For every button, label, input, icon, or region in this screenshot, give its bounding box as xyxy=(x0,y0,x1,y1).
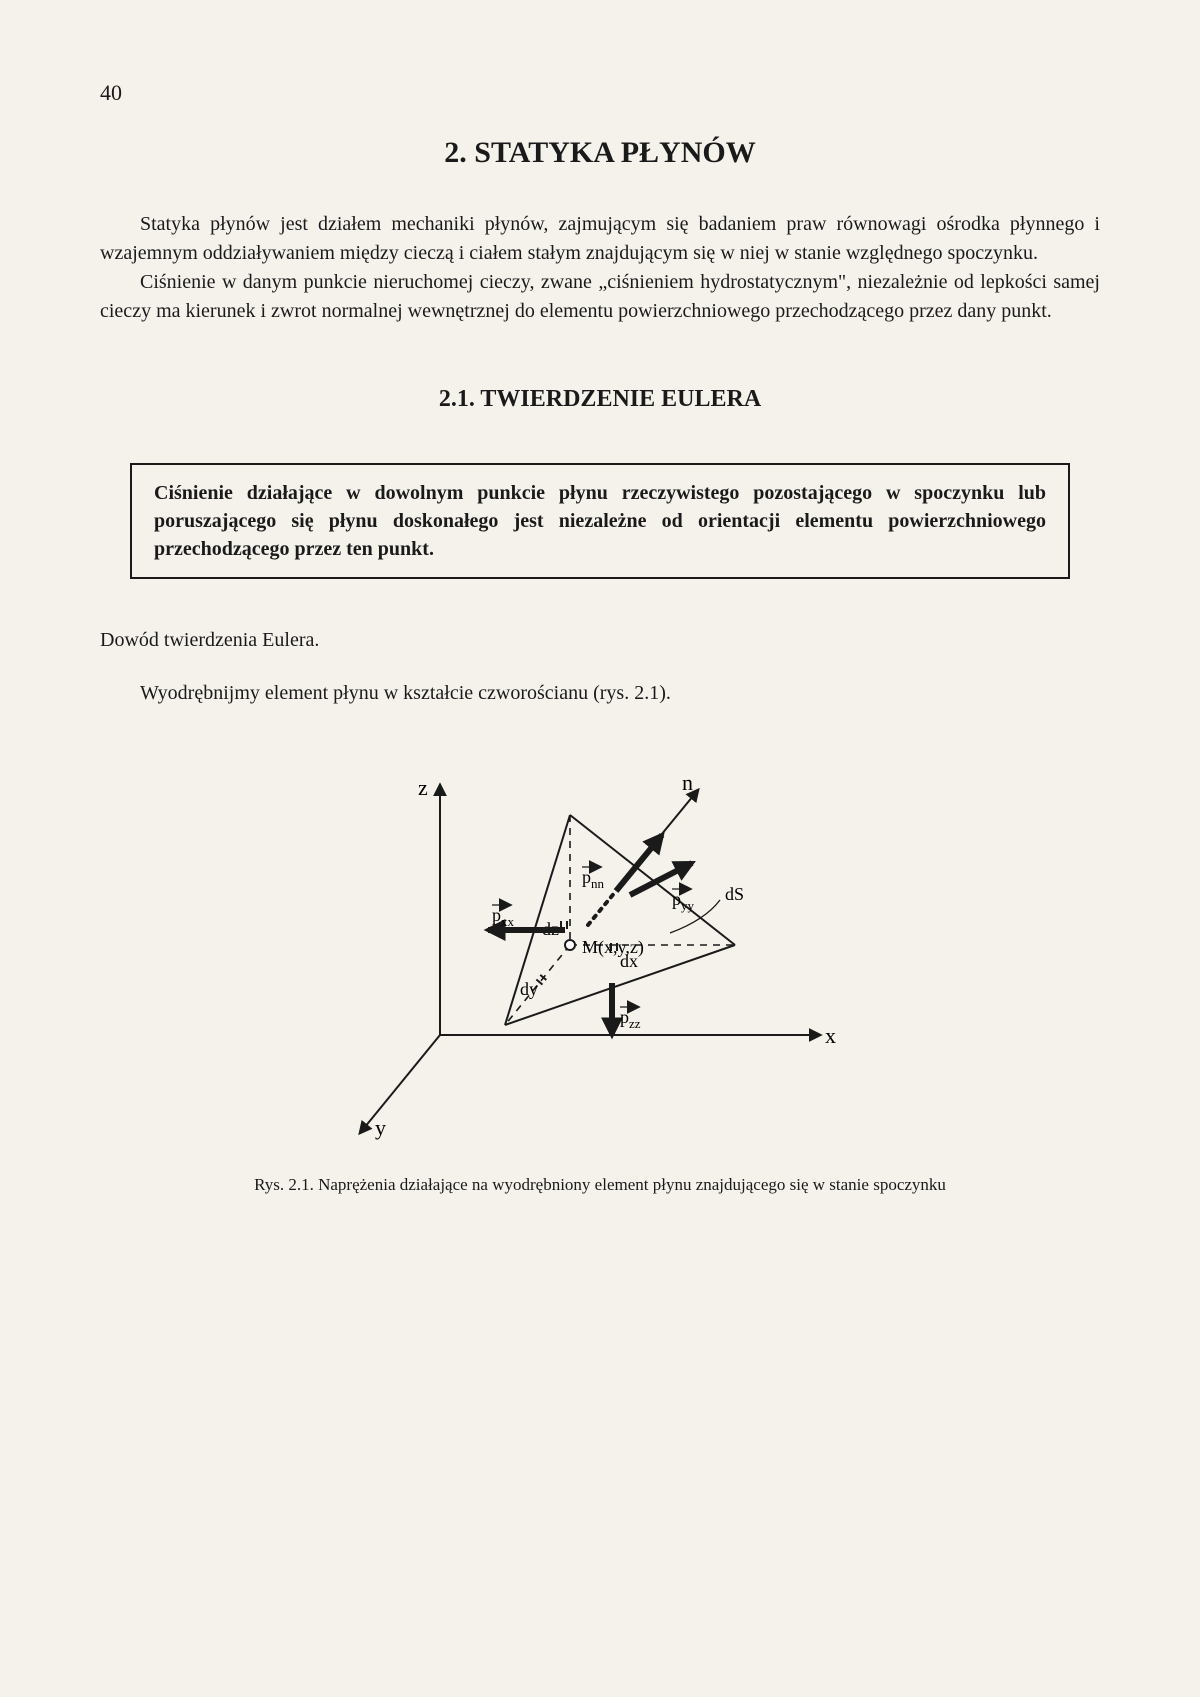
paragraph-1: Statyka płynów jest działem mechaniki pł… xyxy=(100,210,1100,268)
svg-text:dx: dx xyxy=(620,951,638,971)
page-number: 40 xyxy=(100,80,1100,106)
svg-text:pnn: pnn xyxy=(582,867,605,891)
theorem-box: Ciśnienie działające w dowolnym punkcie … xyxy=(130,463,1070,579)
svg-text:n: n xyxy=(682,770,693,795)
proof-label: Dowód twierdzenia Eulera. xyxy=(100,629,1100,652)
svg-text:pyy: pyy xyxy=(672,889,695,913)
svg-text:dS: dS xyxy=(725,884,744,904)
figure-caption: Rys. 2.1. Naprężenia działające na wyodr… xyxy=(100,1175,1100,1195)
figure-container: zxyM(x,y,z)dxdydzpxxpyypzznpnndS xyxy=(100,735,1100,1155)
tetrahedron-figure: zxyM(x,y,z)dxdydzpxxpyypzznpnndS xyxy=(320,735,880,1155)
section-title: 2.1. TWIERDZENIE EULERA xyxy=(100,386,1100,413)
chapter-title: 2. STATYKA PŁYNÓW xyxy=(100,136,1100,170)
svg-text:z: z xyxy=(418,775,428,800)
proof-text: Wyodrębnijmy element płynu w kształcie c… xyxy=(100,682,1100,705)
svg-text:pzz: pzz xyxy=(620,1007,641,1031)
svg-text:dy: dy xyxy=(520,979,538,999)
svg-text:pxx: pxx xyxy=(492,905,515,929)
paragraph-2: Ciśnienie w danym punkcie nieruchomej ci… xyxy=(100,268,1100,326)
svg-text:x: x xyxy=(825,1023,836,1048)
svg-text:y: y xyxy=(375,1115,386,1140)
